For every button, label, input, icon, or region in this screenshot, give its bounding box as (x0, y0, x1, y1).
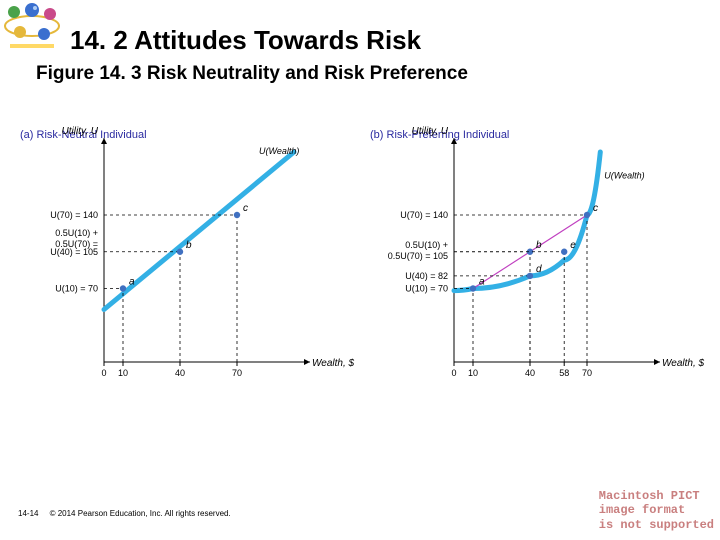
svg-text:0.5U(10) +: 0.5U(10) + (55, 228, 98, 238)
svg-text:Wealth, $: Wealth, $ (312, 358, 354, 369)
svg-text:a: a (129, 277, 135, 288)
footer: 14-14 © 2014 Pearson Education, Inc. All… (18, 509, 231, 518)
svg-text:Utility, U: Utility, U (62, 126, 99, 137)
figure-14-3: (a) Risk-Neutral IndividualUtility, UWea… (12, 126, 708, 426)
svg-text:0: 0 (451, 368, 456, 378)
svg-text:a: a (479, 277, 485, 288)
svg-text:Utility, U: Utility, U (412, 126, 449, 137)
svg-text:U(40) = 105: U(40) = 105 (50, 247, 98, 257)
svg-text:58: 58 (559, 368, 569, 378)
figure-caption: Figure 14. 3 Risk Neutrality and Risk Pr… (36, 62, 690, 86)
svg-text:b: b (536, 240, 542, 251)
svg-text:U(10) = 70: U(10) = 70 (405, 284, 448, 294)
svg-text:b: b (186, 240, 192, 251)
page-number: 14-14 (18, 509, 38, 518)
svg-text:U(10) = 70: U(10) = 70 (55, 284, 98, 294)
pict-error-line: is not supported (599, 518, 714, 532)
svg-text:0.5U(70) = 105: 0.5U(70) = 105 (388, 251, 448, 261)
svg-text:40: 40 (525, 368, 535, 378)
textbook-spheres-icon (2, 2, 62, 50)
svg-text:40: 40 (175, 368, 185, 378)
svg-text:Wealth, $: Wealth, $ (662, 358, 704, 369)
pict-error-text: Macintosh PICT image format is not suppo… (599, 489, 714, 532)
svg-text:U(40) = 82: U(40) = 82 (405, 271, 448, 281)
svg-text:c: c (243, 203, 248, 214)
section-title: 14. 2 Attitudes Towards Risk (70, 25, 710, 56)
svg-text:d: d (536, 264, 542, 275)
copyright: © 2014 Pearson Education, Inc. All right… (50, 509, 231, 518)
svg-text:U(70) = 140: U(70) = 140 (50, 210, 98, 220)
svg-text:70: 70 (232, 368, 242, 378)
svg-text:U(Wealth): U(Wealth) (259, 146, 299, 156)
svg-text:e: e (570, 240, 576, 251)
svg-text:10: 10 (468, 368, 478, 378)
pict-error-line: Macintosh PICT (599, 489, 714, 503)
pict-error-line: image format (599, 503, 714, 517)
svg-text:c: c (593, 203, 598, 214)
svg-text:U(70) = 140: U(70) = 140 (400, 210, 448, 220)
svg-text:10: 10 (118, 368, 128, 378)
svg-text:0: 0 (101, 368, 106, 378)
svg-text:0.5U(10) +: 0.5U(10) + (405, 240, 448, 250)
svg-text:70: 70 (582, 368, 592, 378)
svg-text:U(Wealth): U(Wealth) (604, 170, 644, 180)
